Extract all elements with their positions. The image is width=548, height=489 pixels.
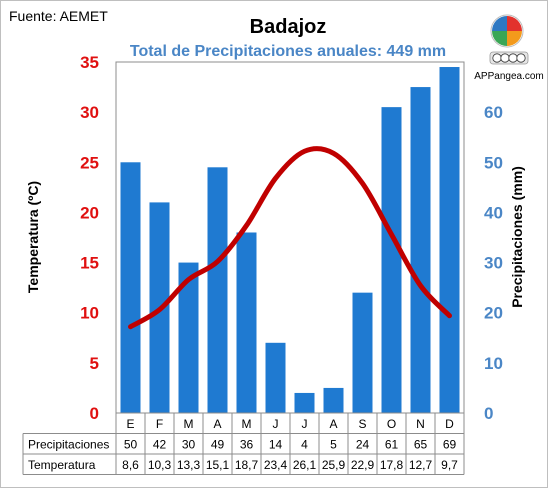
source-label: Fuente: AEMET: [9, 8, 108, 24]
precip-bar: [410, 87, 431, 414]
table-cell: 13,3: [177, 458, 201, 472]
table-cell: 15,1: [206, 458, 230, 472]
y-left-tick-label: 5: [90, 354, 99, 373]
precip-bar: [178, 262, 199, 413]
table-cell: 10,3: [148, 458, 172, 472]
table-cell: 9,7: [441, 458, 458, 472]
x-tick-label: J: [273, 417, 279, 431]
table-cell: 61: [385, 438, 399, 452]
y-left-tick-label: 25: [80, 153, 99, 172]
y-right-tick-label: 20: [484, 304, 503, 323]
y-right-tick-label: 30: [484, 254, 503, 273]
precip-bar: [207, 167, 228, 413]
precip-bars: [120, 67, 460, 414]
table-cell: 22,9: [351, 458, 375, 472]
x-tick-label: D: [445, 417, 454, 431]
table-cell: 36: [240, 438, 254, 452]
y-right-ticks: 0 10 20 30 40 50 60: [484, 103, 503, 423]
y-right-tick-label: 10: [484, 354, 503, 373]
table-cell: 8,6: [122, 458, 139, 472]
precip-bar: [265, 342, 286, 413]
y-left-tick-label: 15: [80, 254, 99, 273]
chart-subtitle: Total de Precipitaciones anuales: 449 mm: [130, 43, 446, 60]
table-cell: 30: [182, 438, 196, 452]
x-tick-label: O: [387, 417, 396, 431]
precip-bar: [120, 162, 141, 413]
table-cell: 17,8: [380, 458, 404, 472]
x-tick-label: N: [416, 417, 425, 431]
y-left-tick-label: 20: [80, 203, 99, 222]
chart-title: Badajoz: [250, 16, 327, 38]
table-cell: 65: [414, 438, 428, 452]
table-cell: 23,4: [264, 458, 288, 472]
y-left-tick-label: 0: [90, 404, 99, 423]
table-cell: 42: [153, 438, 167, 452]
x-tick-label: J: [302, 417, 308, 431]
precip-bar: [352, 292, 373, 413]
y-left-ticks: 0 5 10 15 20 25 30 35: [80, 53, 99, 423]
x-tick-label: E: [126, 417, 134, 431]
precip-bar: [439, 67, 460, 413]
y-left-tick-label: 10: [80, 304, 99, 323]
table-cell: 14: [269, 438, 283, 452]
precip-bar: [323, 387, 344, 413]
y-left-tick-label: 35: [80, 53, 99, 72]
precip-bar: [381, 107, 402, 413]
y-right-tick-label: 60: [484, 103, 503, 122]
table-cell: 4: [301, 438, 308, 452]
appangea-logo: [490, 14, 524, 48]
table-cell: 24: [356, 438, 370, 452]
y-left-tick-label: 30: [80, 103, 99, 122]
x-tick-label: A: [213, 417, 221, 431]
precip-bar: [236, 232, 257, 413]
table-cell: 26,1: [293, 458, 317, 472]
x-tick-label: M: [242, 417, 252, 431]
table-cell: 50: [124, 438, 138, 452]
x-tick-label: M: [184, 417, 194, 431]
cc-license-badge: [489, 51, 529, 65]
x-tick-label: S: [358, 417, 366, 431]
y-right-tick-label: 40: [484, 203, 503, 222]
table-cell: 18,7: [235, 458, 259, 472]
y-left-label: Temperatura (ºC): [25, 181, 41, 293]
brand-name: APPangea.com: [474, 71, 544, 82]
x-tick-label: A: [329, 417, 337, 431]
precip-bar: [294, 392, 315, 413]
y-right-label: Precipitaciones (mm): [509, 166, 525, 308]
table-cell: 49: [211, 438, 225, 452]
table-row-label: Temperatura: [28, 458, 96, 472]
x-tick-label: F: [156, 417, 163, 431]
data-table: E F M A M J J A S O N D Precipitaciones 50 42 30 49 36 14 4…: [22, 412, 465, 475]
table-row-label: Precipitaciones: [28, 438, 109, 452]
table-cell: 69: [443, 438, 457, 452]
table-cell: 12,7: [409, 458, 433, 472]
y-right-tick-label: 0: [484, 404, 493, 423]
table-cell: 5: [330, 438, 337, 452]
table-cell: 25,9: [322, 458, 346, 472]
y-right-tick-label: 50: [484, 153, 503, 172]
temperature-line: [128, 146, 452, 330]
